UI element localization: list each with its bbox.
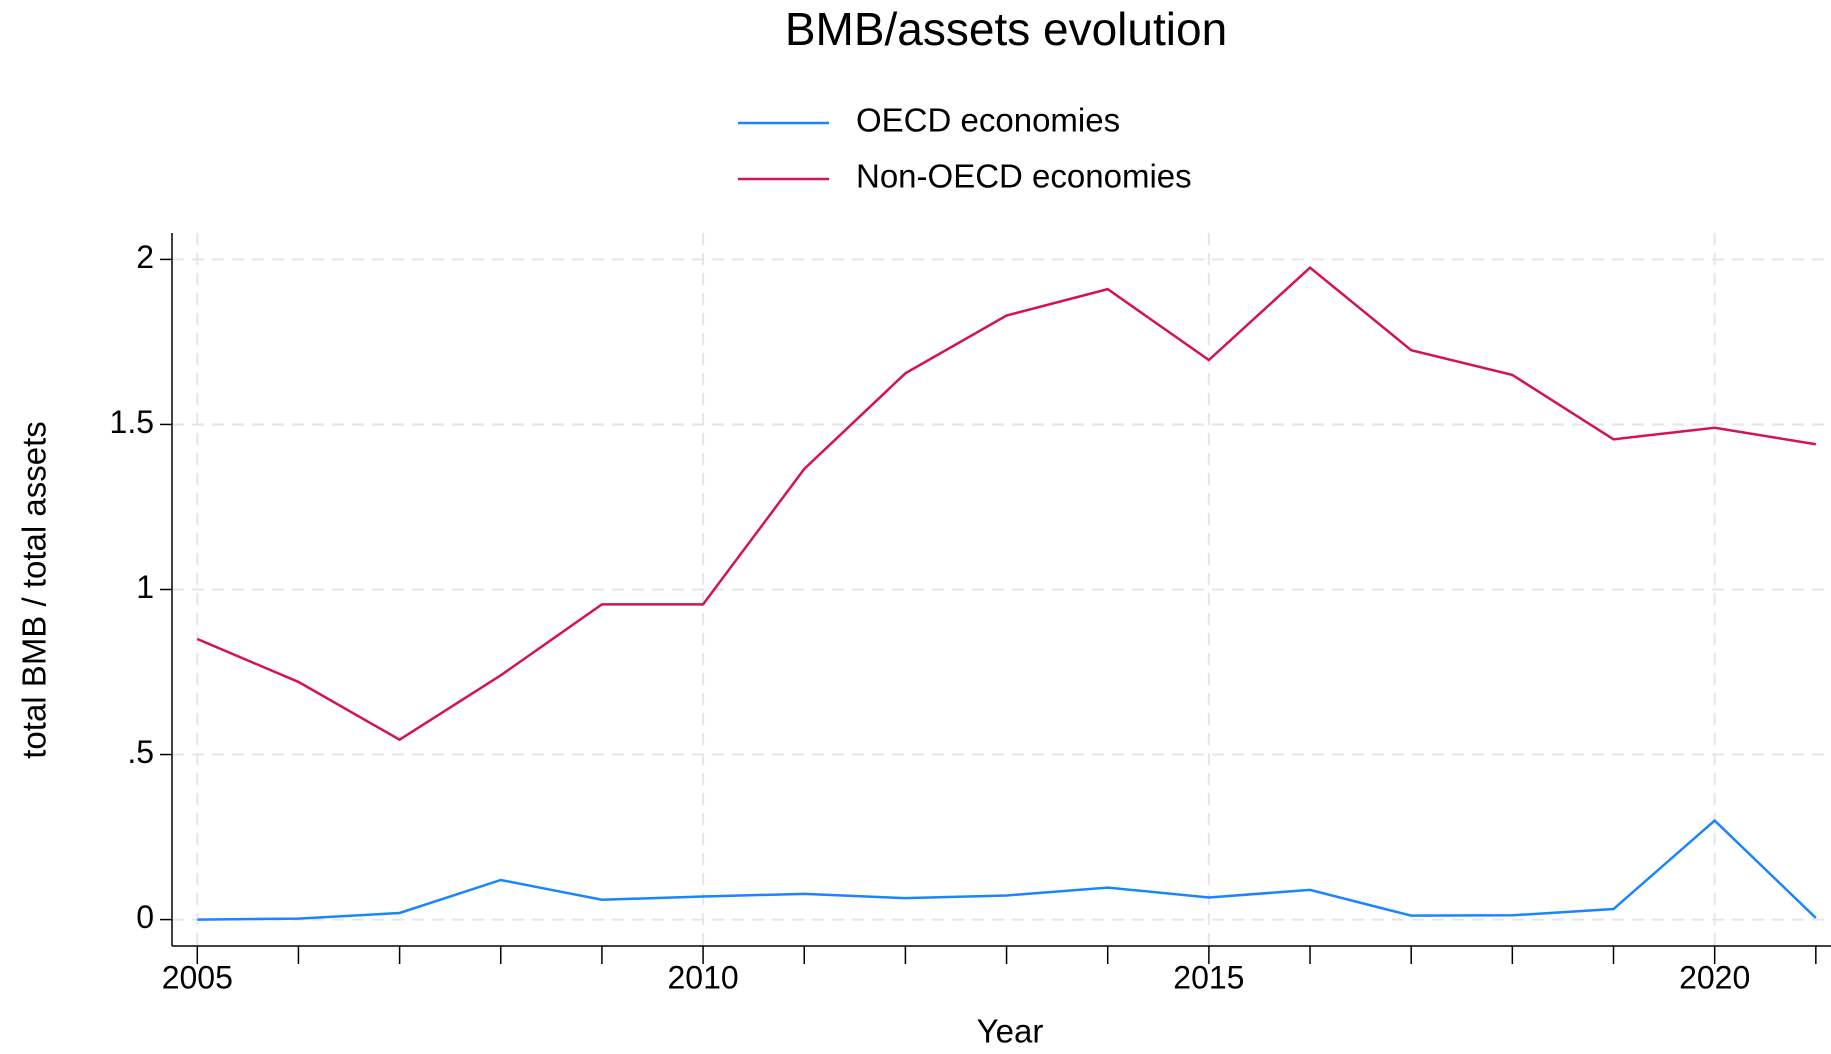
x-axis-label: Year bbox=[977, 1013, 1044, 1050]
x-tick-label: 2010 bbox=[667, 959, 738, 995]
legend-label: Non-OECD economies bbox=[856, 158, 1192, 195]
y-tick-label: 1 bbox=[136, 569, 154, 605]
y-tick-label: 1.5 bbox=[110, 404, 154, 440]
x-tick-label: 2005 bbox=[162, 959, 233, 995]
chart-title: BMB/assets evolution bbox=[785, 3, 1227, 55]
y-tick-label: .5 bbox=[127, 734, 154, 770]
legend-label: OECD economies bbox=[856, 102, 1120, 139]
y-tick-label: 0 bbox=[136, 899, 154, 935]
y-axis-label: total BMB / total assets bbox=[16, 421, 53, 758]
x-tick-label: 2015 bbox=[1173, 959, 1244, 995]
series-line bbox=[196, 266, 1817, 742]
y-tick-label: 2 bbox=[136, 239, 154, 275]
series-line bbox=[197, 818, 1817, 921]
x-tick-label: 2020 bbox=[1679, 959, 1750, 995]
